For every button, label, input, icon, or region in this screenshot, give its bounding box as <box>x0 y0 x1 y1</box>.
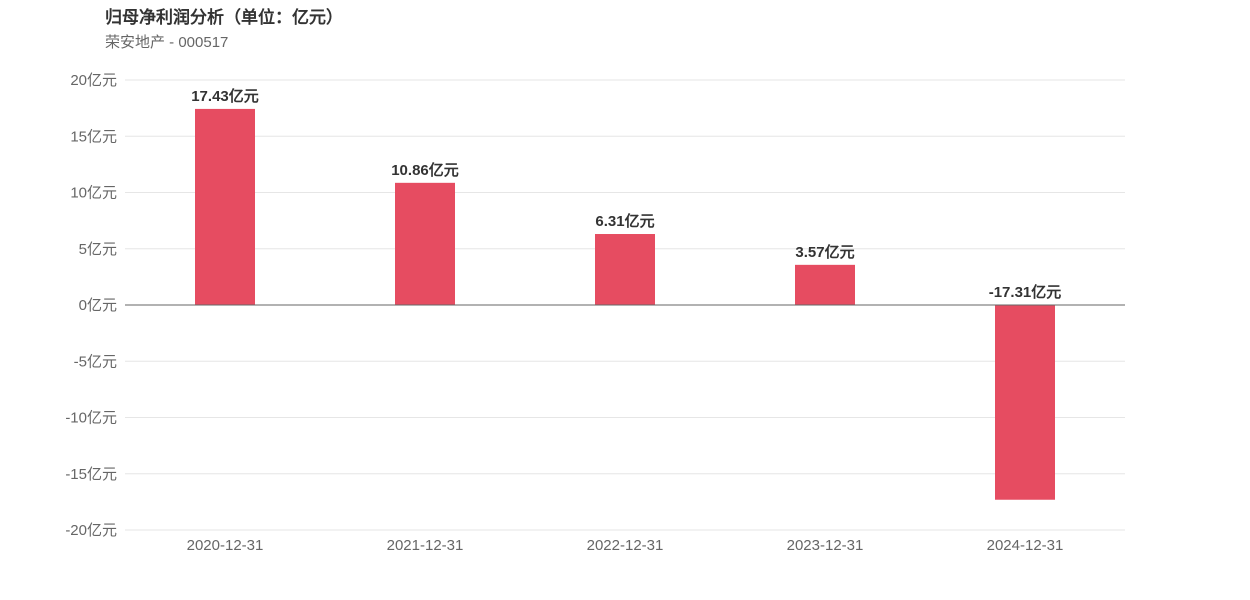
data-label: 3.57亿元 <box>795 243 854 261</box>
bar[interactable] <box>995 305 1055 500</box>
y-tick-label: -15亿元 <box>65 466 117 483</box>
data-label: 10.86亿元 <box>391 161 459 179</box>
gridlines <box>125 79 1125 531</box>
x-tick-label: 2021-12-31 <box>387 537 464 554</box>
data-labels: 17.43亿元 10.86亿元 6.31亿元 3.57亿元 -17.31亿元 <box>191 87 1061 301</box>
data-label: 17.43亿元 <box>191 87 259 105</box>
x-axis-tick-labels: 2020-12-31 2021-12-31 2022-12-31 2023-12-31… <box>187 537 1064 554</box>
bar[interactable] <box>595 234 655 305</box>
y-tick-label: -10亿元 <box>65 410 117 427</box>
bar[interactable] <box>795 264 855 305</box>
data-label: 6.31亿元 <box>595 212 654 230</box>
x-tick-label: 2020-12-31 <box>187 537 264 554</box>
x-tick-label: 2023-12-31 <box>787 537 864 554</box>
bars <box>195 108 1055 500</box>
chart-title: 归母净利润分析（单位：亿元） <box>105 8 343 27</box>
x-tick-label: 2022-12-31 <box>587 537 664 554</box>
y-tick-label: 5亿元 <box>79 241 117 258</box>
y-tick-label: -5亿元 <box>74 353 117 370</box>
y-tick-label: 15亿元 <box>70 128 117 145</box>
x-tick-label: 2024-12-31 <box>987 537 1064 554</box>
y-tick-label: 10亿元 <box>70 185 117 202</box>
y-axis-tick-labels: 20亿元 15亿元 10亿元 5亿元 0亿元 -5亿元 -10亿元 -15亿元 -20亿元 <box>65 72 117 539</box>
y-tick-label: 0亿元 <box>79 297 117 314</box>
bar[interactable] <box>395 182 455 305</box>
y-tick-label: -20亿元 <box>65 522 117 539</box>
chart-subtitle: 荣安地产 - 000517 <box>105 34 229 51</box>
bar[interactable] <box>195 108 255 305</box>
data-label: -17.31亿元 <box>989 283 1062 301</box>
y-tick-label: 20亿元 <box>70 72 117 89</box>
